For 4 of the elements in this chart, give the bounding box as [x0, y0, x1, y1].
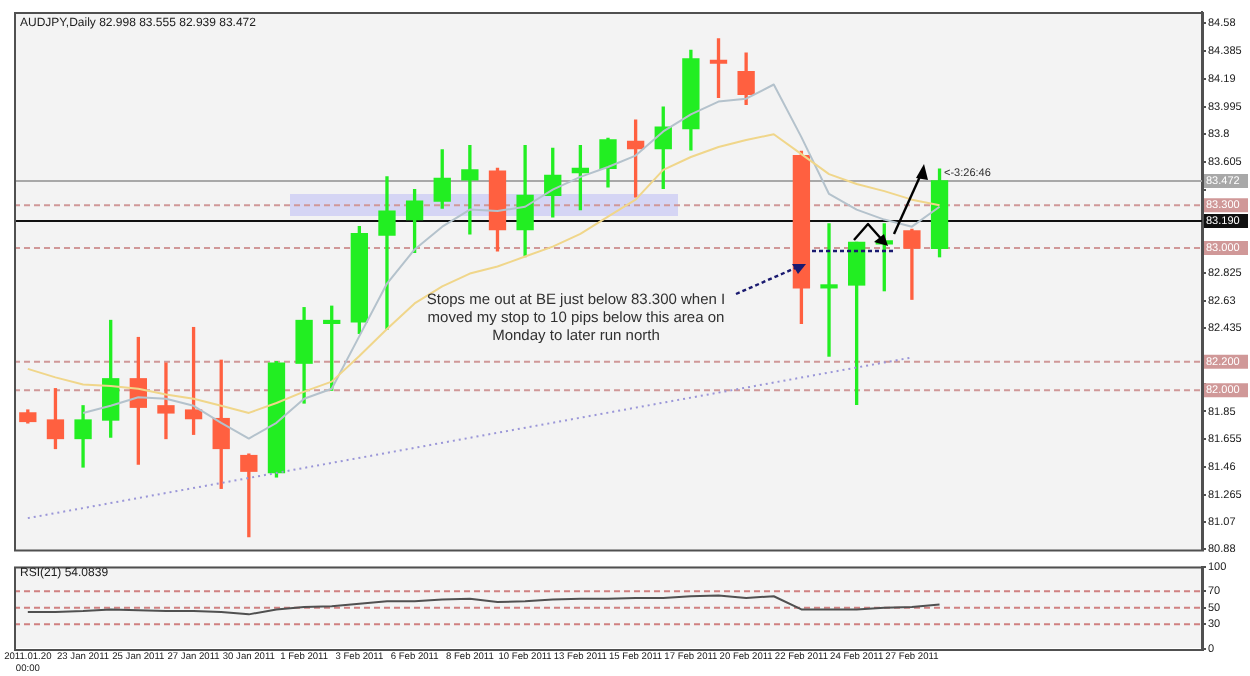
candlestick	[157, 362, 175, 440]
candlestick	[461, 144, 479, 235]
candlestick	[378, 176, 396, 330]
candlestick	[820, 223, 838, 357]
